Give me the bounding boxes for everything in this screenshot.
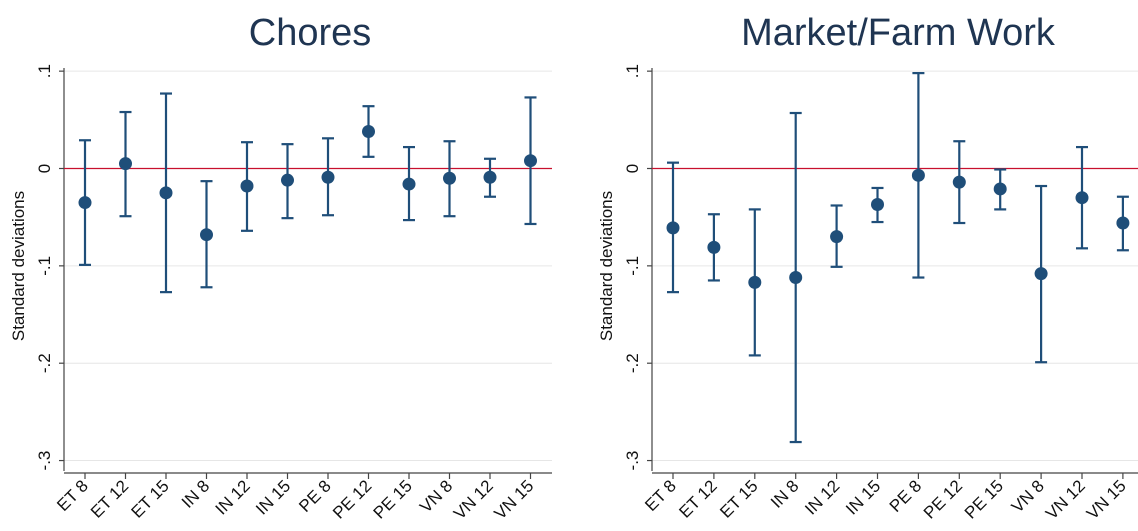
point-estimate <box>1116 216 1130 230</box>
point-estimate <box>321 170 335 184</box>
point-estimate <box>748 275 762 289</box>
x-tick-label: PE 15 <box>370 476 416 522</box>
x-tick-label: IN 12 <box>212 476 254 518</box>
x-tick-label: IN 8 <box>767 476 802 511</box>
y-tick-label: 0 <box>35 164 54 173</box>
point-estimate <box>1034 267 1048 281</box>
point-estimate <box>281 173 294 187</box>
point-estimate <box>524 154 537 168</box>
chart-title: Chores <box>249 12 372 54</box>
x-tick-label: IN 12 <box>801 476 843 518</box>
panel-chores: Chores Standard deviations .1 0 -.1 -.2 -.3 E… <box>9 12 552 523</box>
x-tick-label: VN 15 <box>490 476 537 523</box>
x-tick-label: PE 8 <box>886 476 925 515</box>
point-estimate <box>362 125 375 139</box>
point-estimate <box>952 175 966 189</box>
point-estimate <box>789 271 803 285</box>
x-tick-label: PE 12 <box>920 476 966 522</box>
y-tick-label: -.1 <box>623 256 642 276</box>
point-estimate <box>200 228 213 242</box>
point-estimate <box>119 157 132 171</box>
y-tick-label: -.1 <box>35 256 54 276</box>
point-estimate <box>666 221 680 235</box>
y-tick-label: .1 <box>623 64 642 78</box>
x-tick-label: ET 15 <box>128 476 173 521</box>
y-tick-label: 0 <box>623 164 642 173</box>
x-tick-label: ET 15 <box>716 476 761 521</box>
y-axis-label: Standard deviations <box>597 191 616 341</box>
y-tick-label: .1 <box>35 64 54 78</box>
x-tick-label: VN 15 <box>1083 476 1130 523</box>
x-tick-label: ET 12 <box>675 476 720 521</box>
point-estimate <box>911 168 925 182</box>
point-estimate <box>443 171 456 185</box>
x-tick-label: ET 8 <box>53 476 92 515</box>
point-estimate <box>993 182 1007 196</box>
chart-title: Market/Farm Work <box>741 12 1056 54</box>
panel-market-farm-work: Market/Farm Work Standard deviations .1 0… <box>597 12 1138 523</box>
x-tick-label: PE 12 <box>329 476 375 522</box>
x-tick-label: ET 8 <box>641 476 680 515</box>
y-tick-label: -.3 <box>35 451 54 471</box>
x-tick-label: VN 12 <box>1042 476 1089 523</box>
x-tick-label: VN 12 <box>450 476 497 523</box>
x-tick-label: ET 12 <box>87 476 132 521</box>
x-tick-label: IN 8 <box>178 476 213 511</box>
point-estimate <box>830 230 844 244</box>
point-estimate <box>402 177 416 191</box>
point-estimate <box>871 198 884 212</box>
y-axis-label: Standard deviations <box>9 191 28 341</box>
point-estimate <box>159 186 173 200</box>
x-tick-label: IN 15 <box>842 476 884 518</box>
point-estimate <box>1075 191 1089 205</box>
point-estimate <box>483 170 497 184</box>
point-estimate <box>240 179 254 193</box>
x-tick-label: IN 15 <box>252 476 294 518</box>
y-tick-label: -.2 <box>35 353 54 373</box>
point-estimate <box>78 196 92 210</box>
x-tick-label: PE 15 <box>961 476 1007 522</box>
y-tick-label: -.3 <box>623 451 642 471</box>
y-tick-label: -.2 <box>623 353 642 373</box>
point-estimate <box>707 240 721 254</box>
